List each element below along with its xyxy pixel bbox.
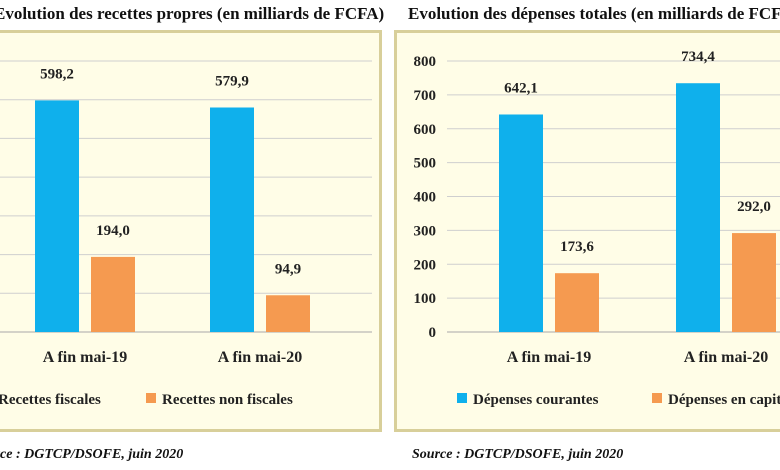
left-bar-value-label: 94,9 — [275, 261, 301, 277]
right-y-tick-label: 500 — [414, 156, 437, 172]
left-category-label: A fin mai-20 — [218, 349, 302, 366]
right-category-label: A fin mai-20 — [684, 349, 768, 366]
left-legend-swatch-1 — [146, 393, 156, 403]
right-legend-swatch-0 — [457, 393, 467, 403]
right-y-tick-label: 400 — [414, 190, 437, 206]
left-bar-s1-c1 — [266, 295, 310, 332]
right-y-tick-label: 700 — [414, 88, 437, 104]
left-bar-s0-c0 — [35, 100, 79, 333]
left-bar-s0-c1 — [210, 107, 254, 333]
right-y-tick-label: 300 — [414, 223, 437, 239]
right-legend-swatch-1 — [652, 393, 662, 403]
right-legend-label-1: Dépenses en capital — [668, 392, 780, 408]
right-legend-label-0: Dépenses courantes — [473, 392, 599, 408]
left-bar-value-label: 194,0 — [96, 223, 130, 239]
right-source-note: Source : DGTCP/DSOFE, juin 2020 — [412, 447, 624, 462]
right-bar-s0-c0 — [499, 114, 543, 333]
right-bar-s0-c1 — [676, 83, 720, 332]
left-bar-value-label: 598,2 — [40, 66, 74, 82]
left-category-label: A fin mai-19 — [43, 349, 127, 366]
right-y-tick-label: 100 — [414, 291, 437, 307]
left-source-note: Source : DGTCP/DSOFE, juin 2020 — [0, 447, 184, 462]
right-bar-value-label: 173,6 — [560, 239, 594, 255]
left-legend-label-0: Recettes fiscales — [0, 392, 101, 408]
right-bar-value-label: 642,1 — [504, 80, 538, 96]
right-bar-s1-c1 — [732, 233, 776, 332]
right-chart-title: Evolution des dépenses totales (en milli… — [408, 4, 780, 23]
right-y-tick-label: 800 — [414, 54, 437, 70]
right-bar-value-label: 734,4 — [681, 49, 715, 65]
right-category-label: A fin mai-19 — [507, 349, 591, 366]
right-y-tick-label: 600 — [414, 122, 437, 138]
left-bar-s1-c0 — [91, 256, 135, 332]
left-legend-label-1: Recettes non fiscales — [162, 392, 293, 408]
left-chart-title: Evolution des recettes propres (en milli… — [0, 4, 385, 23]
right-bar-value-label: 292,0 — [737, 199, 771, 215]
left-bar-value-label: 579,9 — [215, 73, 249, 89]
right-bar-s1-c0 — [555, 273, 599, 332]
right-y-tick-label: 0 — [429, 325, 437, 341]
right-y-tick-label: 200 — [414, 257, 437, 273]
